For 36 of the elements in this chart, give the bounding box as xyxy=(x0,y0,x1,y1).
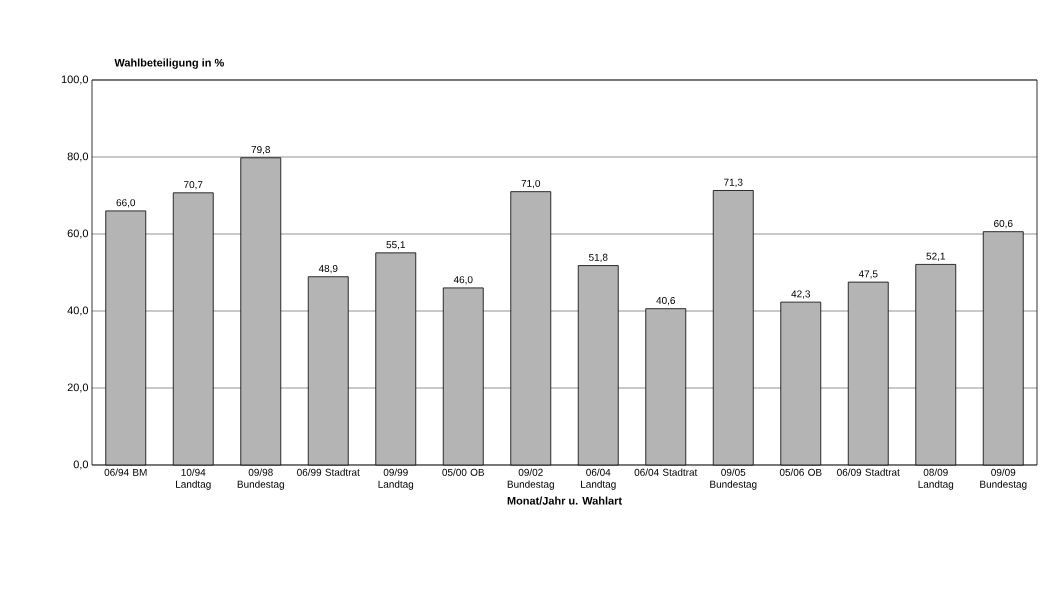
y-tick-label: 20,0 xyxy=(67,383,89,393)
x-tick-label: 05/00 OB xyxy=(442,468,485,476)
y-tick-label: 60,0 xyxy=(67,229,89,239)
data-label: 48,9 xyxy=(318,264,338,274)
x-tick-label: 09/05 Bundestag xyxy=(710,468,757,490)
data-label: 52,1 xyxy=(926,252,945,261)
x-tick-label: 09/98 Bundestag xyxy=(237,468,284,490)
y-axis-title: Wahlbeteiligung in % xyxy=(114,58,224,69)
x-tick-label: 10/94 Landtag xyxy=(176,468,211,490)
y-tick-label: 40,0 xyxy=(67,306,89,316)
data-label: 79,8 xyxy=(251,146,271,155)
x-tick-label: 06/09 Stadtrat xyxy=(837,468,900,476)
y-tick-label: 80,0 xyxy=(67,152,89,162)
x-tick-label: 06/04 Stadtrat xyxy=(634,468,698,476)
data-label: 47,5 xyxy=(858,270,878,279)
data-label: 66,0 xyxy=(116,199,136,208)
data-label: 40,6 xyxy=(656,296,676,306)
x-axis-title: Monat/Jahr u. Wahlart xyxy=(507,496,622,505)
x-tick-label: 05/06 OB xyxy=(779,468,822,476)
data-label: 55,1 xyxy=(386,241,405,250)
x-tick-label: 09/02 Bundestag xyxy=(507,468,554,490)
data-label: 60,6 xyxy=(994,219,1013,229)
data-label: 51,8 xyxy=(588,253,608,263)
x-tick-label: 08/09 Landtag xyxy=(918,468,954,490)
x-tick-label: 06/94 BM xyxy=(104,468,147,476)
x-tick-label: 06/04 Landtag xyxy=(581,468,616,490)
data-label: 46,0 xyxy=(453,276,473,285)
x-tick-label: 06/99 Stadtrat xyxy=(297,468,360,476)
data-label: 71,3 xyxy=(724,178,743,187)
data-label: 71,0 xyxy=(521,179,541,189)
y-tick-label: 100,0 xyxy=(61,75,89,85)
data-label: 42,3 xyxy=(791,290,811,299)
x-tick-label: 09/99 Landtag xyxy=(378,468,414,490)
y-tick-label: 0,0 xyxy=(73,460,89,470)
x-tick-label: 09/09 Bundestag xyxy=(980,468,1027,490)
data-label: 70,7 xyxy=(184,181,203,190)
